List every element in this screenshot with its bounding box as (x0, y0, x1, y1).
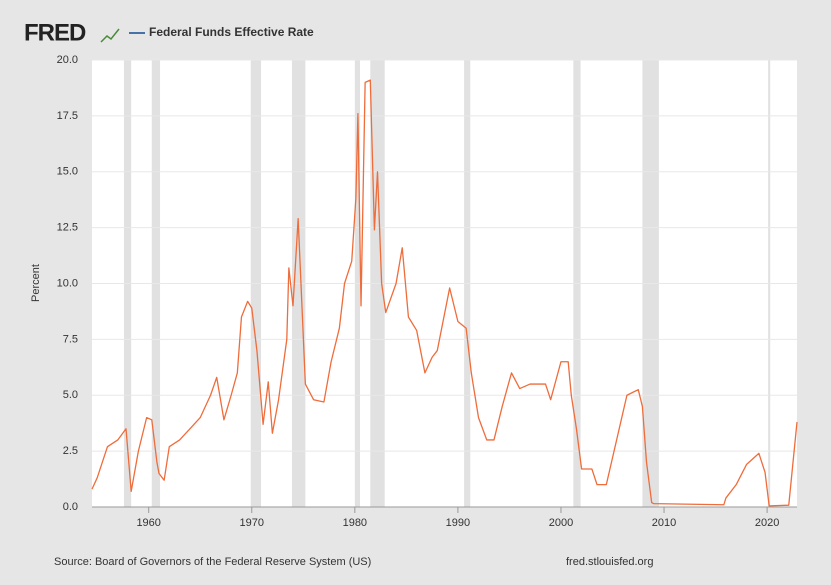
x-tick-label: 1990 (446, 517, 470, 529)
y-axis-label: Percent (30, 264, 42, 302)
logo: FRED (24, 19, 86, 46)
y-tick-label: 2.5 (63, 445, 78, 457)
x-tick-label: 2010 (652, 517, 676, 529)
source: Source: Board of Governors of the Federa… (54, 556, 371, 568)
y-tick-label: 7.5 (63, 333, 78, 345)
site-url: fred.stlouisfed.org (566, 556, 653, 568)
y-tick-label: 12.5 (57, 222, 78, 234)
y-tick-label: 0.0 (63, 501, 78, 513)
x-tick-label: 1970 (240, 517, 264, 529)
series-line (91, 79, 798, 507)
y-tick-label: 10.0 (57, 277, 78, 289)
x-tick-label: 2000 (549, 517, 573, 529)
x-tick-label: 1960 (136, 517, 160, 529)
y-tick-label: 15.0 (57, 166, 78, 178)
x-tick-label: 2020 (755, 517, 779, 529)
x-tick-label: 1980 (343, 517, 367, 529)
legend-label: Federal Funds Effective Rate (149, 25, 314, 39)
y-tick-label: 20.0 (57, 54, 78, 66)
logo-icon (100, 28, 120, 43)
y-tick-label: 17.5 (57, 110, 78, 122)
y-tick-label: 5.0 (63, 389, 78, 401)
